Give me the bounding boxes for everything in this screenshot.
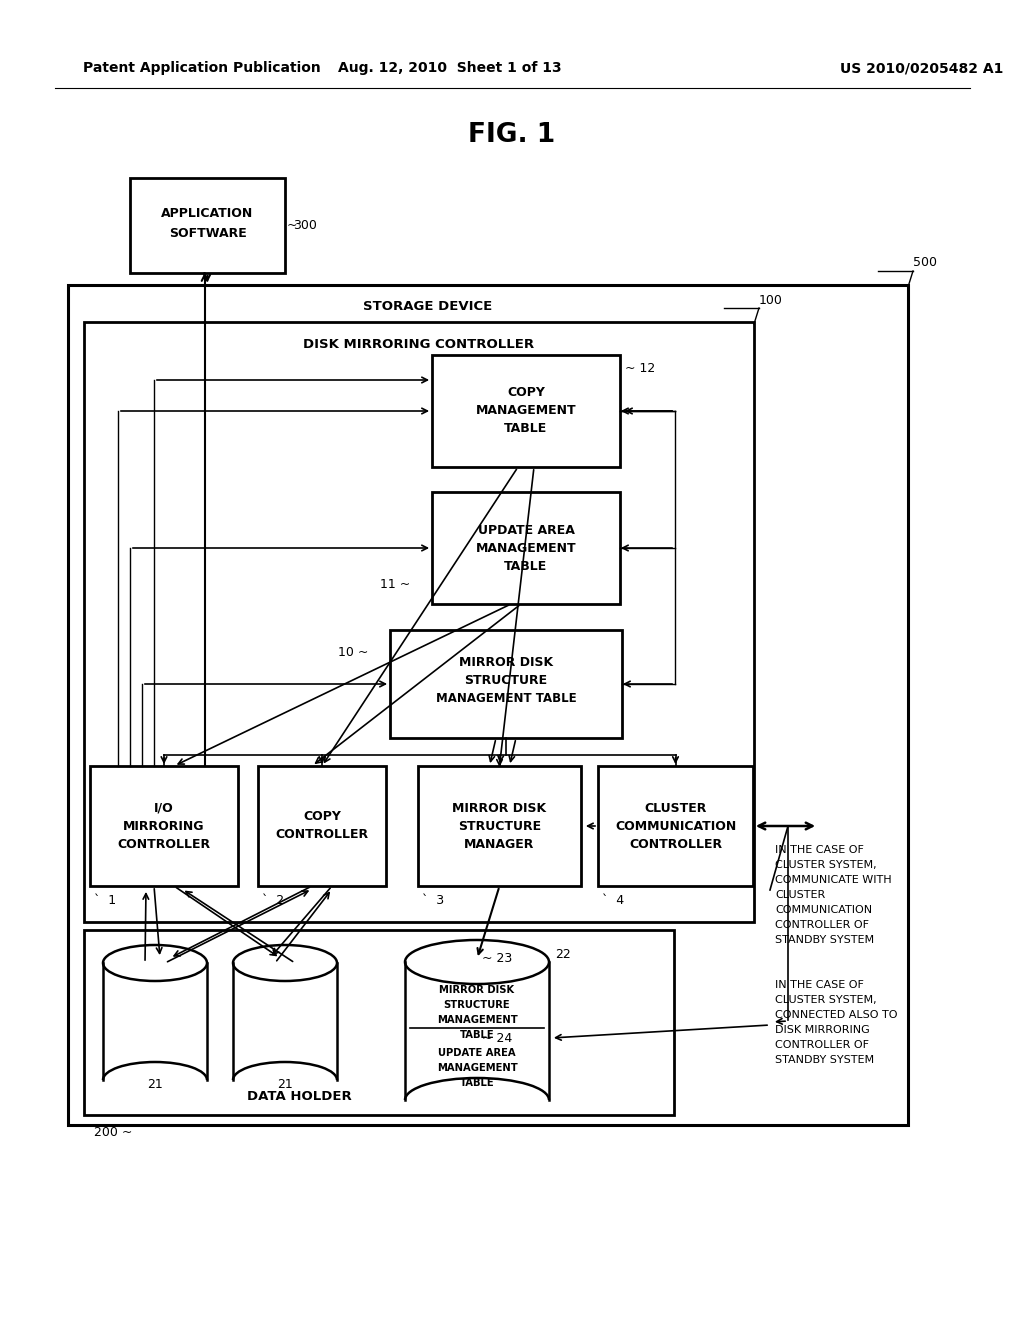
- Bar: [233, 964, 337, 1080]
- Text: COPY: COPY: [303, 810, 341, 824]
- Text: CLUSTER: CLUSTER: [775, 890, 825, 900]
- Ellipse shape: [233, 945, 337, 981]
- Text: 200 ~: 200 ~: [94, 1126, 132, 1139]
- Bar: [130, 178, 285, 273]
- Bar: [432, 492, 620, 605]
- Text: CONTROLLER OF: CONTROLLER OF: [775, 920, 869, 931]
- Text: CONTROLLER OF: CONTROLLER OF: [775, 1040, 869, 1049]
- Text: TABLE: TABLE: [505, 560, 548, 573]
- Ellipse shape: [103, 945, 207, 981]
- Text: MANAGEMENT: MANAGEMENT: [476, 541, 577, 554]
- Bar: [84, 322, 754, 921]
- Text: CLUSTER SYSTEM,: CLUSTER SYSTEM,: [775, 995, 877, 1005]
- Text: DISK MIRRORING CONTROLLER: DISK MIRRORING CONTROLLER: [303, 338, 535, 351]
- Text: IN THE CASE OF: IN THE CASE OF: [775, 979, 864, 990]
- Text: STRUCTURE: STRUCTURE: [458, 820, 541, 833]
- Text: MANAGEMENT: MANAGEMENT: [436, 1015, 517, 1026]
- Text: 10 ~: 10 ~: [338, 645, 369, 659]
- Bar: [258, 766, 386, 886]
- Text: MANAGEMENT: MANAGEMENT: [436, 1063, 517, 1073]
- Text: CONTROLLER: CONTROLLER: [629, 837, 722, 850]
- Text: STRUCTURE: STRUCTURE: [465, 673, 548, 686]
- Text: 100: 100: [759, 293, 783, 306]
- Text: DISK MIRRORING: DISK MIRRORING: [775, 1026, 869, 1035]
- Text: MIRROR DISK: MIRROR DISK: [439, 985, 515, 995]
- Text: MANAGEMENT: MANAGEMENT: [476, 404, 577, 417]
- Text: 300: 300: [293, 219, 316, 232]
- Text: TABLE: TABLE: [460, 1078, 495, 1088]
- Text: MIRROR DISK: MIRROR DISK: [453, 801, 547, 814]
- Text: CONTROLLER: CONTROLLER: [275, 829, 369, 842]
- Text: TABLE: TABLE: [505, 422, 548, 436]
- Text: US 2010/0205482 A1: US 2010/0205482 A1: [840, 61, 1004, 75]
- Text: COMMUNICATE WITH: COMMUNICATE WITH: [775, 875, 892, 884]
- Text: STANDBY SYSTEM: STANDBY SYSTEM: [775, 935, 874, 945]
- Text: SOFTWARE: SOFTWARE: [169, 227, 247, 240]
- Text: DATA HOLDER: DATA HOLDER: [247, 1090, 351, 1104]
- Text: MIRROR DISK: MIRROR DISK: [459, 656, 553, 668]
- Text: 21: 21: [147, 1078, 163, 1092]
- Text: UPDATE AREA: UPDATE AREA: [438, 1048, 516, 1059]
- Text: COMMUNICATION: COMMUNICATION: [614, 820, 736, 833]
- Text: STANDBY SYSTEM: STANDBY SYSTEM: [775, 1055, 874, 1065]
- Text: 22: 22: [555, 948, 570, 961]
- Text: MANAGEMENT TABLE: MANAGEMENT TABLE: [435, 692, 577, 705]
- Text: 21: 21: [278, 1078, 293, 1092]
- Text: IN THE CASE OF: IN THE CASE OF: [775, 845, 864, 855]
- Text: ~ 12: ~ 12: [625, 363, 655, 375]
- Bar: [432, 355, 620, 467]
- Text: 11 ~: 11 ~: [380, 578, 411, 590]
- Bar: [390, 630, 622, 738]
- Text: 500: 500: [913, 256, 937, 269]
- Text: APPLICATION: APPLICATION: [162, 207, 254, 220]
- Bar: [418, 766, 581, 886]
- Text: UPDATE AREA: UPDATE AREA: [477, 524, 574, 536]
- Text: CONTROLLER: CONTROLLER: [118, 837, 211, 850]
- Bar: [103, 964, 207, 1080]
- Text: FIG. 1: FIG. 1: [468, 121, 556, 148]
- Ellipse shape: [406, 940, 549, 983]
- Text: `  1: ` 1: [94, 894, 116, 907]
- Text: ~: ~: [287, 219, 298, 232]
- Bar: [68, 285, 908, 1125]
- Text: COMMUNICATION: COMMUNICATION: [775, 906, 872, 915]
- Bar: [406, 962, 549, 1100]
- Text: `  4: ` 4: [602, 894, 624, 907]
- Text: TABLE: TABLE: [460, 1030, 495, 1040]
- Text: `  3: ` 3: [422, 894, 444, 907]
- Text: ~ 24: ~ 24: [482, 1031, 512, 1044]
- Text: MIRRORING: MIRRORING: [123, 820, 205, 833]
- Bar: [90, 766, 238, 886]
- Text: CLUSTER SYSTEM,: CLUSTER SYSTEM,: [775, 861, 877, 870]
- Bar: [84, 931, 674, 1115]
- Text: `  2: ` 2: [262, 894, 284, 907]
- Text: STORAGE DEVICE: STORAGE DEVICE: [364, 301, 493, 314]
- Text: COPY: COPY: [507, 387, 545, 400]
- Text: CONNECTED ALSO TO: CONNECTED ALSO TO: [775, 1010, 897, 1020]
- Text: MANAGER: MANAGER: [464, 837, 535, 850]
- Text: CLUSTER: CLUSTER: [644, 801, 707, 814]
- Text: STRUCTURE: STRUCTURE: [443, 1001, 510, 1010]
- Text: Patent Application Publication: Patent Application Publication: [83, 61, 321, 75]
- Text: Aug. 12, 2010  Sheet 1 of 13: Aug. 12, 2010 Sheet 1 of 13: [338, 61, 562, 75]
- Text: I/O: I/O: [155, 801, 174, 814]
- Bar: [598, 766, 753, 886]
- Text: ~ 23: ~ 23: [482, 952, 512, 965]
